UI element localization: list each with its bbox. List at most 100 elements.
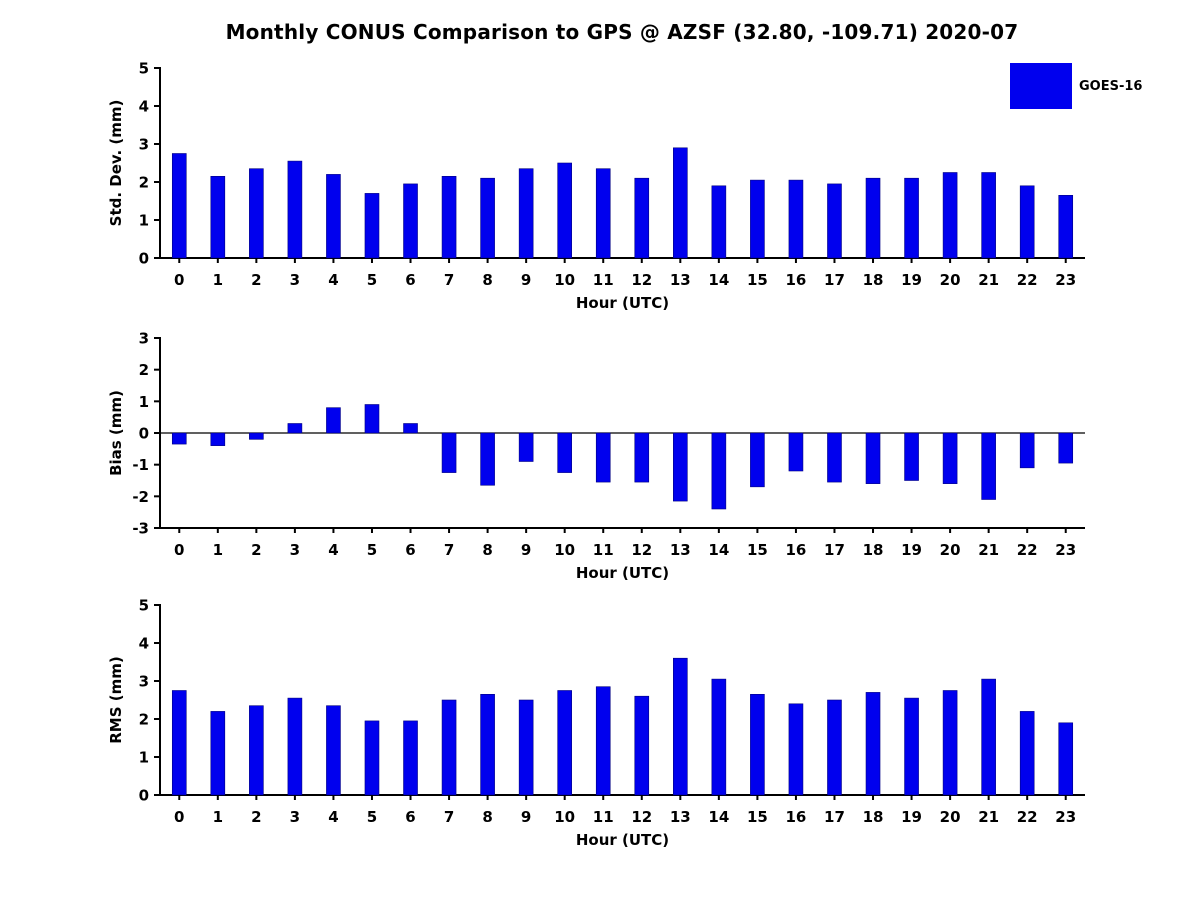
x-tick-label-std_dev: 3 [290, 271, 300, 289]
x-tick-label-rms: 11 [593, 808, 614, 826]
bar-std_dev-h4 [326, 174, 341, 259]
bar-rms-h1 [210, 711, 226, 796]
x-tick-label-rms: 17 [824, 808, 845, 826]
bar-bias-h5 [364, 404, 380, 434]
x-tick-label-std_dev: 14 [708, 271, 729, 289]
y-axis-title-rms: RMS (mm) [107, 656, 125, 743]
x-tick-label-bias: 9 [521, 541, 531, 559]
bar-bias-h9 [518, 432, 534, 462]
x-tick-label-bias: 13 [670, 541, 691, 559]
x-tick-label-std_dev: 9 [521, 271, 531, 289]
x-tick-label-std_dev: 6 [405, 271, 415, 289]
y-tick-label-rms: 2 [139, 711, 149, 729]
bar-bias-h20 [942, 432, 958, 484]
x-tick-label-bias: 16 [786, 541, 807, 559]
y-tick-label-bias: -2 [132, 488, 149, 506]
bar-std_dev-h12 [634, 177, 650, 259]
bar-bias-h2 [249, 432, 264, 440]
y-tick-label-bias: 3 [139, 330, 149, 348]
x-tick-label-std_dev: 5 [367, 271, 377, 289]
chart-title: Monthly CONUS Comparison to GPS @ AZSF (… [225, 20, 1019, 44]
x-tick-label-rms: 1 [213, 808, 223, 826]
x-tick-label-std_dev: 1 [213, 271, 223, 289]
y-tick-label-std_dev: 4 [139, 98, 149, 116]
bar-std_dev-h21 [981, 172, 996, 259]
bar-rms-h13 [673, 657, 688, 796]
bar-bias-h7 [441, 432, 457, 473]
bar-std_dev-h18 [865, 177, 881, 259]
y-axis-title-std_dev: Std. Dev. (mm) [107, 100, 125, 227]
x-tick-label-bias: 0 [174, 541, 184, 559]
x-tick-label-rms: 16 [786, 808, 807, 826]
bar-bias-h18 [865, 432, 881, 484]
bar-std_dev-h2 [249, 168, 264, 259]
x-tick-label-std_dev: 4 [328, 271, 338, 289]
x-tick-label-bias: 5 [367, 541, 377, 559]
x-tick-label-bias: 22 [1017, 541, 1038, 559]
bar-std_dev-h7 [441, 176, 457, 259]
bar-bias-h16 [788, 432, 804, 472]
bar-bias-h10 [557, 432, 572, 473]
x-tick-label-bias: 11 [593, 541, 614, 559]
bar-std_dev-h9 [518, 168, 534, 259]
x-tick-label-bias: 4 [328, 541, 338, 559]
bar-rms-h16 [788, 703, 804, 796]
x-tick-label-rms: 9 [521, 808, 531, 826]
x-axis-title-std_dev: Hour (UTC) [576, 294, 669, 312]
x-tick-label-std_dev: 2 [251, 271, 261, 289]
bar-rms-h7 [441, 699, 457, 796]
bar-bias-h23 [1058, 432, 1074, 464]
x-tick-label-rms: 2 [251, 808, 261, 826]
x-tick-label-std_dev: 21 [978, 271, 999, 289]
bar-std_dev-h17 [827, 183, 842, 259]
bar-rms-h21 [981, 678, 996, 796]
x-tick-label-rms: 22 [1017, 808, 1038, 826]
bar-bias-h22 [1019, 432, 1035, 469]
x-tick-label-rms: 21 [978, 808, 999, 826]
bar-rms-h6 [403, 720, 418, 796]
bar-bias-h4 [326, 407, 341, 434]
bar-std_dev-h14 [711, 185, 727, 259]
x-tick-label-std_dev: 8 [482, 271, 492, 289]
y-tick-label-std_dev: 2 [139, 174, 149, 192]
x-tick-label-rms: 18 [863, 808, 884, 826]
bar-std_dev-h3 [287, 160, 303, 259]
bar-std_dev-h16 [788, 179, 804, 259]
x-axis-title-bias: Hour (UTC) [576, 564, 669, 582]
bar-std_dev-h8 [480, 177, 495, 259]
bar-rms-h3 [287, 697, 303, 796]
bar-rms-h9 [518, 699, 534, 796]
x-tick-label-rms: 8 [482, 808, 492, 826]
bar-rms-h17 [827, 699, 842, 796]
bar-bias-h21 [981, 432, 996, 500]
x-tick-label-bias: 18 [863, 541, 884, 559]
x-tick-label-rms: 5 [367, 808, 377, 826]
y-tick-label-rms: 4 [139, 635, 149, 653]
x-tick-label-bias: 12 [631, 541, 652, 559]
bar-bias-h15 [750, 432, 765, 488]
y-tick-label-rms: 5 [139, 597, 149, 615]
y-tick-label-rms: 0 [139, 787, 149, 805]
x-tick-label-rms: 12 [631, 808, 652, 826]
x-tick-label-bias: 2 [251, 541, 261, 559]
y-axis-title-bias: Bias (mm) [107, 390, 125, 476]
bar-std_dev-h13 [673, 147, 688, 259]
bar-std_dev-h1 [210, 176, 226, 259]
legend: GOES-16 [1010, 63, 1142, 109]
bar-std_dev-h23 [1058, 195, 1074, 259]
x-tick-label-bias: 21 [978, 541, 999, 559]
bar-bias-h0 [171, 432, 187, 445]
y-tick-label-bias: 0 [139, 425, 149, 443]
x-tick-label-bias: 7 [444, 541, 454, 559]
bar-std_dev-h15 [750, 179, 765, 259]
x-tick-label-rms: 20 [940, 808, 961, 826]
y-tick-label-std_dev: 1 [139, 212, 149, 230]
bar-rms-h22 [1019, 711, 1035, 796]
bar-std_dev-h6 [403, 183, 418, 259]
bar-bias-h12 [634, 432, 650, 483]
x-tick-label-std_dev: 17 [824, 271, 845, 289]
y-tick-label-bias: 2 [139, 361, 149, 379]
x-tick-label-rms: 15 [747, 808, 768, 826]
